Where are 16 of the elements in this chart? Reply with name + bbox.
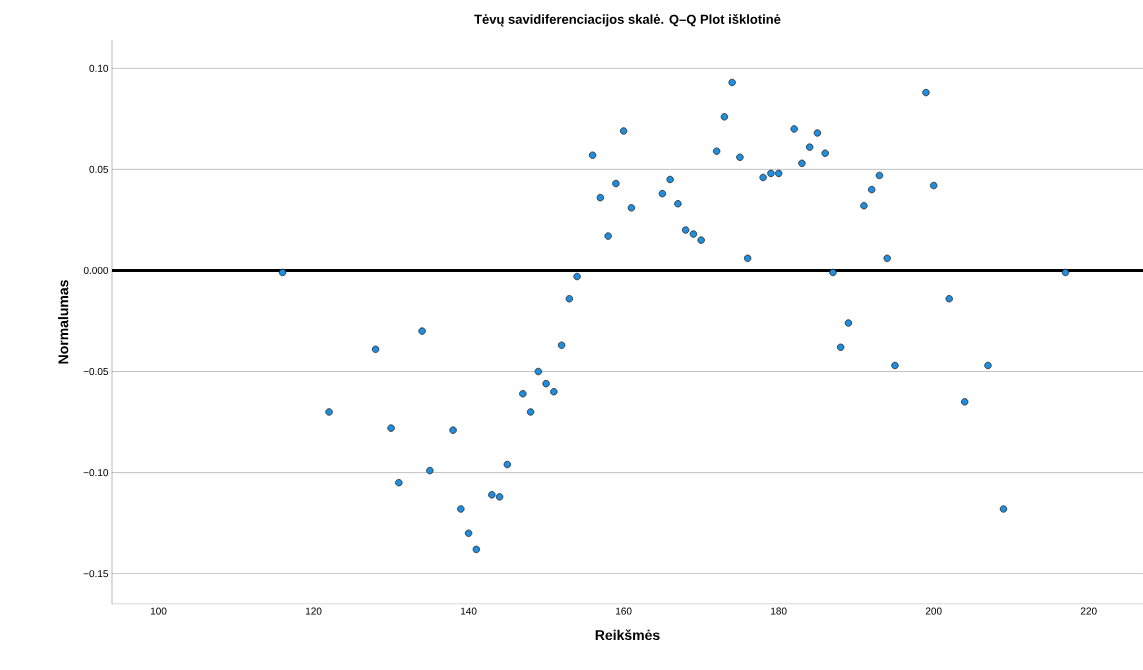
y-tick-label: −0.15 (83, 570, 109, 578)
x-tick-label: 120 (305, 607, 322, 615)
x-tick-label: 180 (771, 607, 787, 615)
x-tick-label: 100 (150, 607, 167, 615)
x-tick-label: 160 (616, 607, 632, 615)
x-tick-label: 220 (1080, 607, 1097, 615)
y-tick-label: 0.10 (89, 64, 109, 72)
y-tick-label: 0.05 (89, 165, 109, 173)
chart-title: Tėvų savidiferenciacijos skalė. Q–Q Plot išklotinė (474, 14, 781, 27)
x-tick-label: 200 (925, 607, 942, 615)
y-tick-label: −0.05 (83, 367, 109, 376)
y-tick-label: 0.000 (83, 266, 109, 274)
y-axis-title: Normalumas (58, 280, 69, 364)
x-axis-title: Reikšmės (595, 629, 660, 641)
x-tick-label: 140 (461, 607, 477, 615)
y-tick-label: −0.10 (83, 469, 109, 477)
